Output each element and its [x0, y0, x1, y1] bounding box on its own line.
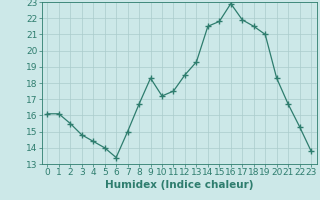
X-axis label: Humidex (Indice chaleur): Humidex (Indice chaleur) [105, 180, 253, 190]
